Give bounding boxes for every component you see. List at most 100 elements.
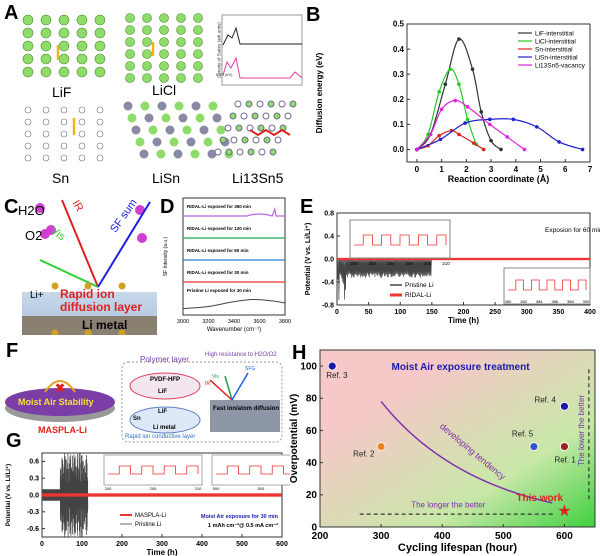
sn-atom xyxy=(43,131,49,137)
inset-1-x-tick: 200 xyxy=(105,486,112,491)
lisn-atom xyxy=(217,126,226,135)
li13sn5-atom xyxy=(253,137,259,143)
data-point xyxy=(512,118,516,122)
label-lif: LiF xyxy=(52,84,71,100)
data-point xyxy=(437,90,441,94)
sfg-label-f: SFG xyxy=(245,366,255,372)
x-tick-label: 7 xyxy=(588,165,593,174)
sn-atom xyxy=(79,155,85,161)
licl-atom xyxy=(143,14,152,23)
lif-atom xyxy=(95,28,105,38)
legend-label: Li13Sn5-vacancy xyxy=(535,63,586,70)
li-metal-label-f: Li metal xyxy=(153,425,176,431)
data-point xyxy=(453,99,457,103)
x-tick-label: 3400 xyxy=(228,319,240,325)
licl-atom xyxy=(160,50,169,59)
point-label: Ref. 1 xyxy=(554,456,576,465)
licl-atom xyxy=(160,38,169,47)
series-label: Pristine Li exposed for 30 min xyxy=(187,288,251,293)
lisn-atom xyxy=(149,126,158,135)
data-point xyxy=(328,362,336,370)
lisn-atom xyxy=(192,102,201,111)
licl-atom xyxy=(126,62,135,71)
y-tick-label: 0.3 xyxy=(29,476,39,483)
li13sn5-atom xyxy=(236,125,242,131)
licl-atom xyxy=(194,14,203,23)
lisn-atom xyxy=(213,114,222,123)
li13sn5-atom xyxy=(237,149,243,155)
lisn-atom xyxy=(200,126,209,135)
lif-atom xyxy=(41,54,51,64)
lif-atom xyxy=(95,41,105,51)
y-tick-label: 60 xyxy=(306,426,318,437)
y-tick-label: 0.6 xyxy=(29,459,39,466)
ir-beam xyxy=(62,200,98,287)
data-point xyxy=(457,37,461,41)
li13sn5-atom xyxy=(258,125,264,131)
point-label: Ref. 3 xyxy=(326,371,348,380)
chart-e: 0 50 100 150 200 250 300 350 400-0.8-0.40.00.40.… xyxy=(290,190,600,340)
x-tick-label: 2 xyxy=(464,165,469,174)
lif-atom xyxy=(95,15,105,25)
data-point xyxy=(448,67,452,71)
lif-atom xyxy=(23,28,33,38)
data-point xyxy=(489,139,493,143)
licl-atom xyxy=(143,38,152,47)
lif-atom xyxy=(41,67,51,77)
lisn-atom xyxy=(140,150,149,159)
legend-label: RIDAL-Li xyxy=(405,292,431,299)
lif-atom xyxy=(41,15,51,25)
li13sn5-atom xyxy=(215,149,221,155)
li13sn5-atom xyxy=(241,113,247,119)
dos-ylabel: Density of States (arb.units) xyxy=(217,22,222,78)
inset-x-tick: 208 xyxy=(424,261,432,266)
sn-atom xyxy=(79,143,85,149)
sn-atom xyxy=(25,155,31,161)
sn-atom xyxy=(97,107,103,113)
lif-atom xyxy=(77,67,87,77)
data-point xyxy=(560,402,568,410)
li-metal-label: Li metal xyxy=(82,318,127,332)
data-point xyxy=(557,140,561,144)
y-tick-label: 100 xyxy=(300,361,317,372)
data-point xyxy=(499,148,503,152)
li13sn5-atom xyxy=(274,113,280,119)
x-tick-label: 3 xyxy=(489,165,494,174)
pvdf-label: PVDF-HFP xyxy=(150,377,180,383)
y-axis-label: Potential (V vs. Li/Li⁺) xyxy=(305,223,312,296)
sn-atom xyxy=(25,107,31,113)
layer-block xyxy=(210,400,280,432)
licl-atom xyxy=(126,74,135,83)
data-point xyxy=(488,118,492,122)
sn-atom xyxy=(25,119,31,125)
lisn-atom xyxy=(166,126,175,135)
inset-x-tick: 380 xyxy=(505,299,512,304)
licl-atom xyxy=(177,50,186,59)
x-arrow-label: The longer the better xyxy=(411,501,486,510)
lisn-atom xyxy=(183,126,192,135)
inset-1-x-tick: 210 xyxy=(195,486,202,491)
lif-label: LiF xyxy=(158,389,167,395)
fast-diffusion-label: Fast ion/atom diffusion xyxy=(213,406,279,412)
licl-atom xyxy=(126,38,135,47)
legend-label: Pristine Li xyxy=(405,282,434,289)
lisn-atom xyxy=(191,150,200,159)
data-point xyxy=(437,134,441,138)
y-tick-label: 0.8 xyxy=(324,210,334,217)
stability-label: Moist Air Stability xyxy=(18,397,94,407)
sn-atom xyxy=(43,107,49,113)
series-label: RIDAL-Li exposed for 60 min xyxy=(187,248,249,253)
resistance-label: High resistance to H2O/O2 xyxy=(205,352,277,358)
licl-atom xyxy=(143,62,152,71)
li13sn5-atom xyxy=(246,101,252,107)
lif-atom xyxy=(41,28,51,38)
y-tick-label: 0.0 xyxy=(393,145,405,154)
y-tick-label: 20 xyxy=(306,490,318,501)
li13sn5-atom xyxy=(285,113,291,119)
sn-atom xyxy=(97,143,103,149)
lisn-atom xyxy=(204,138,213,147)
lisn-atom xyxy=(179,114,188,123)
sn-atom xyxy=(61,119,67,125)
li13sn5-atom xyxy=(268,101,274,107)
